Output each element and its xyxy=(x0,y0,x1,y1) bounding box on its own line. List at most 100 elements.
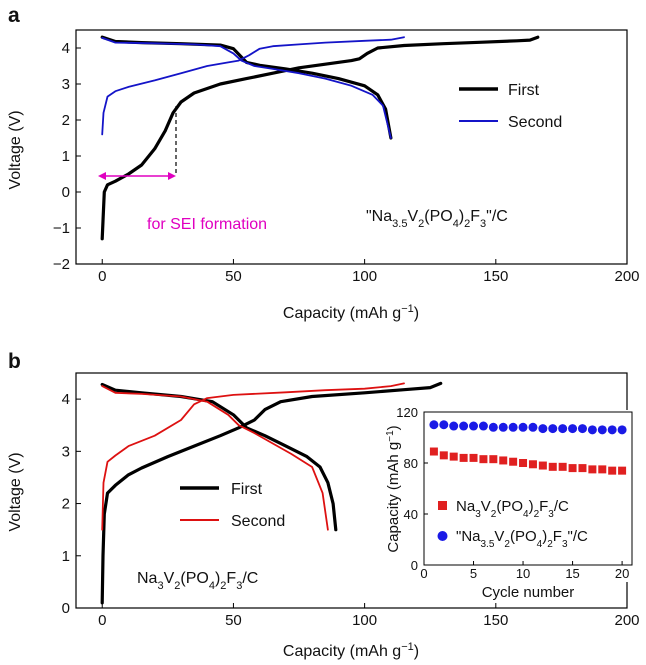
inset-circle-point xyxy=(617,425,627,435)
panel-b-series-second-charge-line xyxy=(101,382,405,531)
legend-b-first-label: First xyxy=(231,481,263,498)
inset-circle-point xyxy=(577,424,587,434)
sei-annotation: for SEI formation xyxy=(147,216,267,233)
inset-square-point xyxy=(469,453,478,462)
inset-xtick-label: 0 xyxy=(420,566,427,581)
panel-a-letter: a xyxy=(8,4,20,27)
inset-xtick-label: 20 xyxy=(615,566,629,581)
panel-a-ytick-label: 3 xyxy=(62,76,70,93)
inset-square-point xyxy=(608,466,617,475)
inset-circle-point xyxy=(439,420,449,430)
inset-circle-point xyxy=(478,421,488,431)
inset-ytick-label: 120 xyxy=(396,405,418,420)
panel-a-xtick-label: 150 xyxy=(483,268,508,285)
panel-a-xtick-label: 0 xyxy=(98,268,106,285)
inset-xtick-label: 10 xyxy=(516,566,530,581)
inset-square-point xyxy=(499,456,508,465)
panel-b-series-first-charge-line xyxy=(100,381,443,605)
inset-xlabel: Cycle number xyxy=(482,584,575,601)
inset-square-point xyxy=(618,466,627,475)
panel-b-ytick-label: 3 xyxy=(62,443,70,460)
panel-b-xlabel: Capacity (mAh g−1) xyxy=(283,641,419,660)
panel-a-lines xyxy=(100,35,540,241)
inset-xtick-label: 5 xyxy=(470,566,477,581)
panel-b-xtick-label: 100 xyxy=(352,612,377,629)
panel-b-series-second-discharge-line xyxy=(101,385,329,531)
inset-circle-point xyxy=(498,422,508,432)
inset-square-point xyxy=(538,461,547,470)
panel-a-ytick-label: 0 xyxy=(62,184,70,201)
inset-square-point xyxy=(429,447,438,456)
panel-a-ytick-label: −1 xyxy=(53,220,70,237)
inset-circle-point xyxy=(449,421,459,431)
inset-square-point xyxy=(598,465,607,474)
inset-circle-point xyxy=(469,421,479,431)
inset-legend-circle-marker xyxy=(437,531,448,541)
inset-square-point xyxy=(588,465,597,474)
inset-square-point xyxy=(528,460,537,469)
inset-circle-point xyxy=(518,422,528,432)
panel-a-ytick-label: 2 xyxy=(62,112,70,129)
inset-square-point xyxy=(439,451,448,460)
panel-b-ytick-label: 2 xyxy=(62,496,70,513)
panel-a-frame xyxy=(75,29,628,265)
inset-square-point xyxy=(449,452,458,461)
panel-b-xtick-label: 200 xyxy=(614,612,639,629)
inset-circle-point xyxy=(607,425,617,435)
inset-circle-point xyxy=(558,424,568,434)
inset-circle-point xyxy=(538,424,548,434)
panel-a-ytick-label: 1 xyxy=(62,148,70,165)
panel-b-ytick-label: 1 xyxy=(62,548,70,565)
inset-square-point xyxy=(548,462,557,471)
inset-frame xyxy=(423,411,633,566)
panel-a-ticks: 0 50 100 150 200 −2 −1 0 1 2 3 4 xyxy=(53,40,640,285)
inset-square-point xyxy=(479,455,488,464)
inset-circle-point xyxy=(597,425,607,435)
inset-square-point xyxy=(558,462,567,471)
panel-a-ytick-label: −2 xyxy=(53,256,70,273)
inset-xtick-label: 15 xyxy=(565,566,579,581)
panel-a-series-second-charge-line xyxy=(101,36,405,136)
inset-circle-point xyxy=(528,422,538,432)
panel-a-xtick-label: 50 xyxy=(225,268,242,285)
panel-b-xtick-label: 0 xyxy=(98,612,106,629)
panel-a-series-second-discharge-line xyxy=(101,37,392,139)
inset-circle-point xyxy=(488,422,498,432)
inset-ticks: 0 5 10 15 20 0 40 80 120 xyxy=(396,405,629,581)
inset-points xyxy=(429,420,627,475)
panel-b-compound-label: Na3V2(PO4)2F3/C xyxy=(137,570,258,592)
panel-b-xtick-label: 150 xyxy=(483,612,508,629)
panel-b-ytick-label: 0 xyxy=(62,600,70,617)
inset-square-point xyxy=(459,453,468,462)
panel-a-series-first-discharge-line xyxy=(100,35,393,140)
panel-b-series-first-discharge-line xyxy=(100,382,338,532)
legend-a-first-label: First xyxy=(508,82,540,99)
inset-ytick-label: 0 xyxy=(411,558,418,573)
panel-a-ytick-label: 4 xyxy=(62,40,70,57)
inset-circle-point xyxy=(587,425,597,435)
inset-square-point xyxy=(509,457,518,466)
panel-b-ylabel: Voltage (V) xyxy=(7,452,24,531)
panel-b-xtick-label: 50 xyxy=(225,612,242,629)
sei-arrow-left-head xyxy=(98,172,106,180)
inset-ytick-label: 80 xyxy=(404,456,418,471)
inset-square-point xyxy=(519,459,528,467)
legend-a-second-label: Second xyxy=(508,114,562,131)
panel-a-xtick-label: 200 xyxy=(614,268,639,285)
panel-b-lines xyxy=(100,381,443,605)
inset-square-point xyxy=(568,464,577,473)
panel-b-ytick-label: 4 xyxy=(62,391,70,408)
sei-arrow-right-head xyxy=(168,172,176,180)
inset-circle-point xyxy=(568,424,578,434)
inset-ytick-label: 40 xyxy=(404,507,418,522)
inset-circle-point xyxy=(548,424,558,434)
inset-legend-na3-label: Na3V2(PO4)2F3/C xyxy=(456,498,569,520)
inset-square-point xyxy=(489,455,498,464)
inset-legend-square-marker xyxy=(438,501,447,510)
legend-b-second-label: Second xyxy=(231,513,285,530)
inset-background xyxy=(418,410,632,582)
